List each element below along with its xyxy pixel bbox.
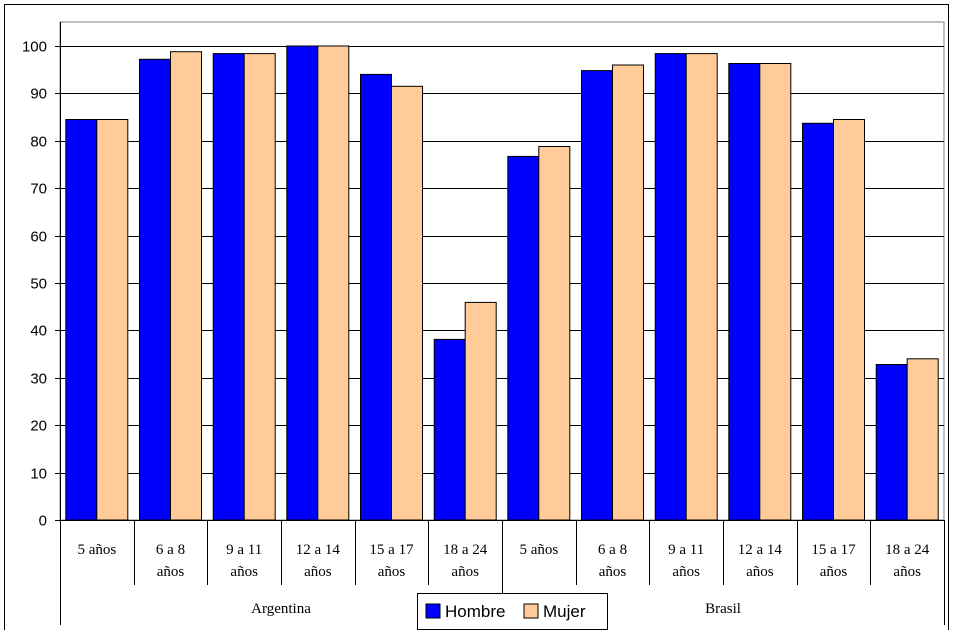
- x-category-label: 6 a 8: [598, 542, 627, 558]
- x-category-label: años: [451, 564, 479, 580]
- bar-hombre-4: [360, 73, 392, 521]
- bar-hombre-10: [802, 122, 834, 521]
- x-category-label: años: [672, 564, 700, 580]
- y-tick-label: 40: [30, 323, 47, 340]
- bar-mujer-9: [759, 63, 792, 521]
- legend-label-hombre: Hombre: [445, 602, 505, 621]
- x-category-label: 18 a 24: [443, 542, 488, 558]
- y-tick-label: 10: [30, 466, 47, 483]
- bar-mujer-4: [391, 85, 423, 521]
- x-category-label: años: [304, 564, 332, 580]
- bar-mujer-8: [685, 53, 718, 521]
- bar-hombre-2: [212, 53, 245, 521]
- bar-hombre-9: [728, 63, 761, 521]
- bar-mujer-1: [170, 51, 202, 521]
- x-category-label: años: [599, 564, 627, 580]
- x-category-label: años: [820, 564, 848, 580]
- x-category-label: 15 a 17: [369, 542, 414, 558]
- y-tick-label: 100: [22, 39, 47, 56]
- bar-mujer-5: [464, 301, 497, 521]
- x-category-label: 15 a 17: [811, 542, 856, 558]
- y-tick-label: 80: [30, 134, 47, 151]
- bar-mujer-3: [317, 45, 350, 521]
- legend-box: [417, 593, 608, 630]
- bars: [65, 45, 939, 521]
- x-category-label: 9 a 11: [226, 542, 262, 558]
- y-tick-label: 30: [30, 371, 47, 388]
- group-label: Argentina: [251, 601, 311, 617]
- x-category-label: años: [378, 564, 406, 580]
- legend-swatch-mujer: [523, 603, 539, 619]
- y-tick-label: 60: [30, 229, 47, 246]
- x-category-label: años: [157, 564, 185, 580]
- y-tick-label: 0: [39, 513, 47, 530]
- x-category-label: 12 a 14: [296, 542, 341, 558]
- legend-swatch-hombre: [425, 603, 441, 619]
- y-tick-label: 70: [30, 181, 47, 198]
- bar-mujer-11: [906, 358, 939, 521]
- x-category-label: 5 años: [519, 542, 558, 558]
- x-category-label: años: [230, 564, 258, 580]
- bar-mujer-7: [612, 64, 644, 521]
- gridlines: [60, 46, 944, 474]
- bar-hombre-8: [654, 53, 687, 521]
- x-category-label: 6 a 8: [156, 542, 185, 558]
- bar-hombre-3: [286, 45, 319, 521]
- y-tick-label: 90: [30, 86, 47, 103]
- y-tick-label: 20: [30, 418, 47, 435]
- group-labels: Argentina Brasil: [251, 601, 741, 617]
- x-category-labels: 5 años 6 a 8 años 9 a 11 años 12 a 14 años 15 a…: [77, 542, 929, 580]
- legend: Hombre Mujer: [417, 593, 608, 630]
- x-category-label: 5 años: [77, 542, 116, 558]
- y-tick-label: 50: [30, 276, 47, 293]
- bar-mujer-10: [833, 119, 865, 521]
- bar-hombre-6: [507, 155, 540, 521]
- bar-mujer-0: [96, 119, 129, 521]
- bar-hombre-5: [433, 338, 466, 521]
- chart-border: [4, 4, 949, 630]
- bar-hombre-1: [139, 58, 171, 521]
- bar-hombre-0: [65, 119, 98, 521]
- bar-hombre-11: [875, 364, 908, 521]
- x-category-label: años: [893, 564, 921, 580]
- x-category-label: 18 a 24: [885, 542, 930, 558]
- bar-hombre-7: [581, 70, 613, 521]
- group-label: Brasil: [705, 601, 741, 617]
- axes: [55, 22, 945, 625]
- legend-label-mujer: Mujer: [543, 602, 586, 621]
- x-category-label: 9 a 11: [668, 542, 704, 558]
- bar-mujer-2: [243, 53, 276, 521]
- y-tick-labels: 0 10 20 30 40 50 60 70 80 90 100: [22, 39, 47, 530]
- x-category-label: años: [746, 564, 774, 580]
- x-category-label: 12 a 14: [738, 542, 783, 558]
- bar-mujer-6: [538, 146, 571, 521]
